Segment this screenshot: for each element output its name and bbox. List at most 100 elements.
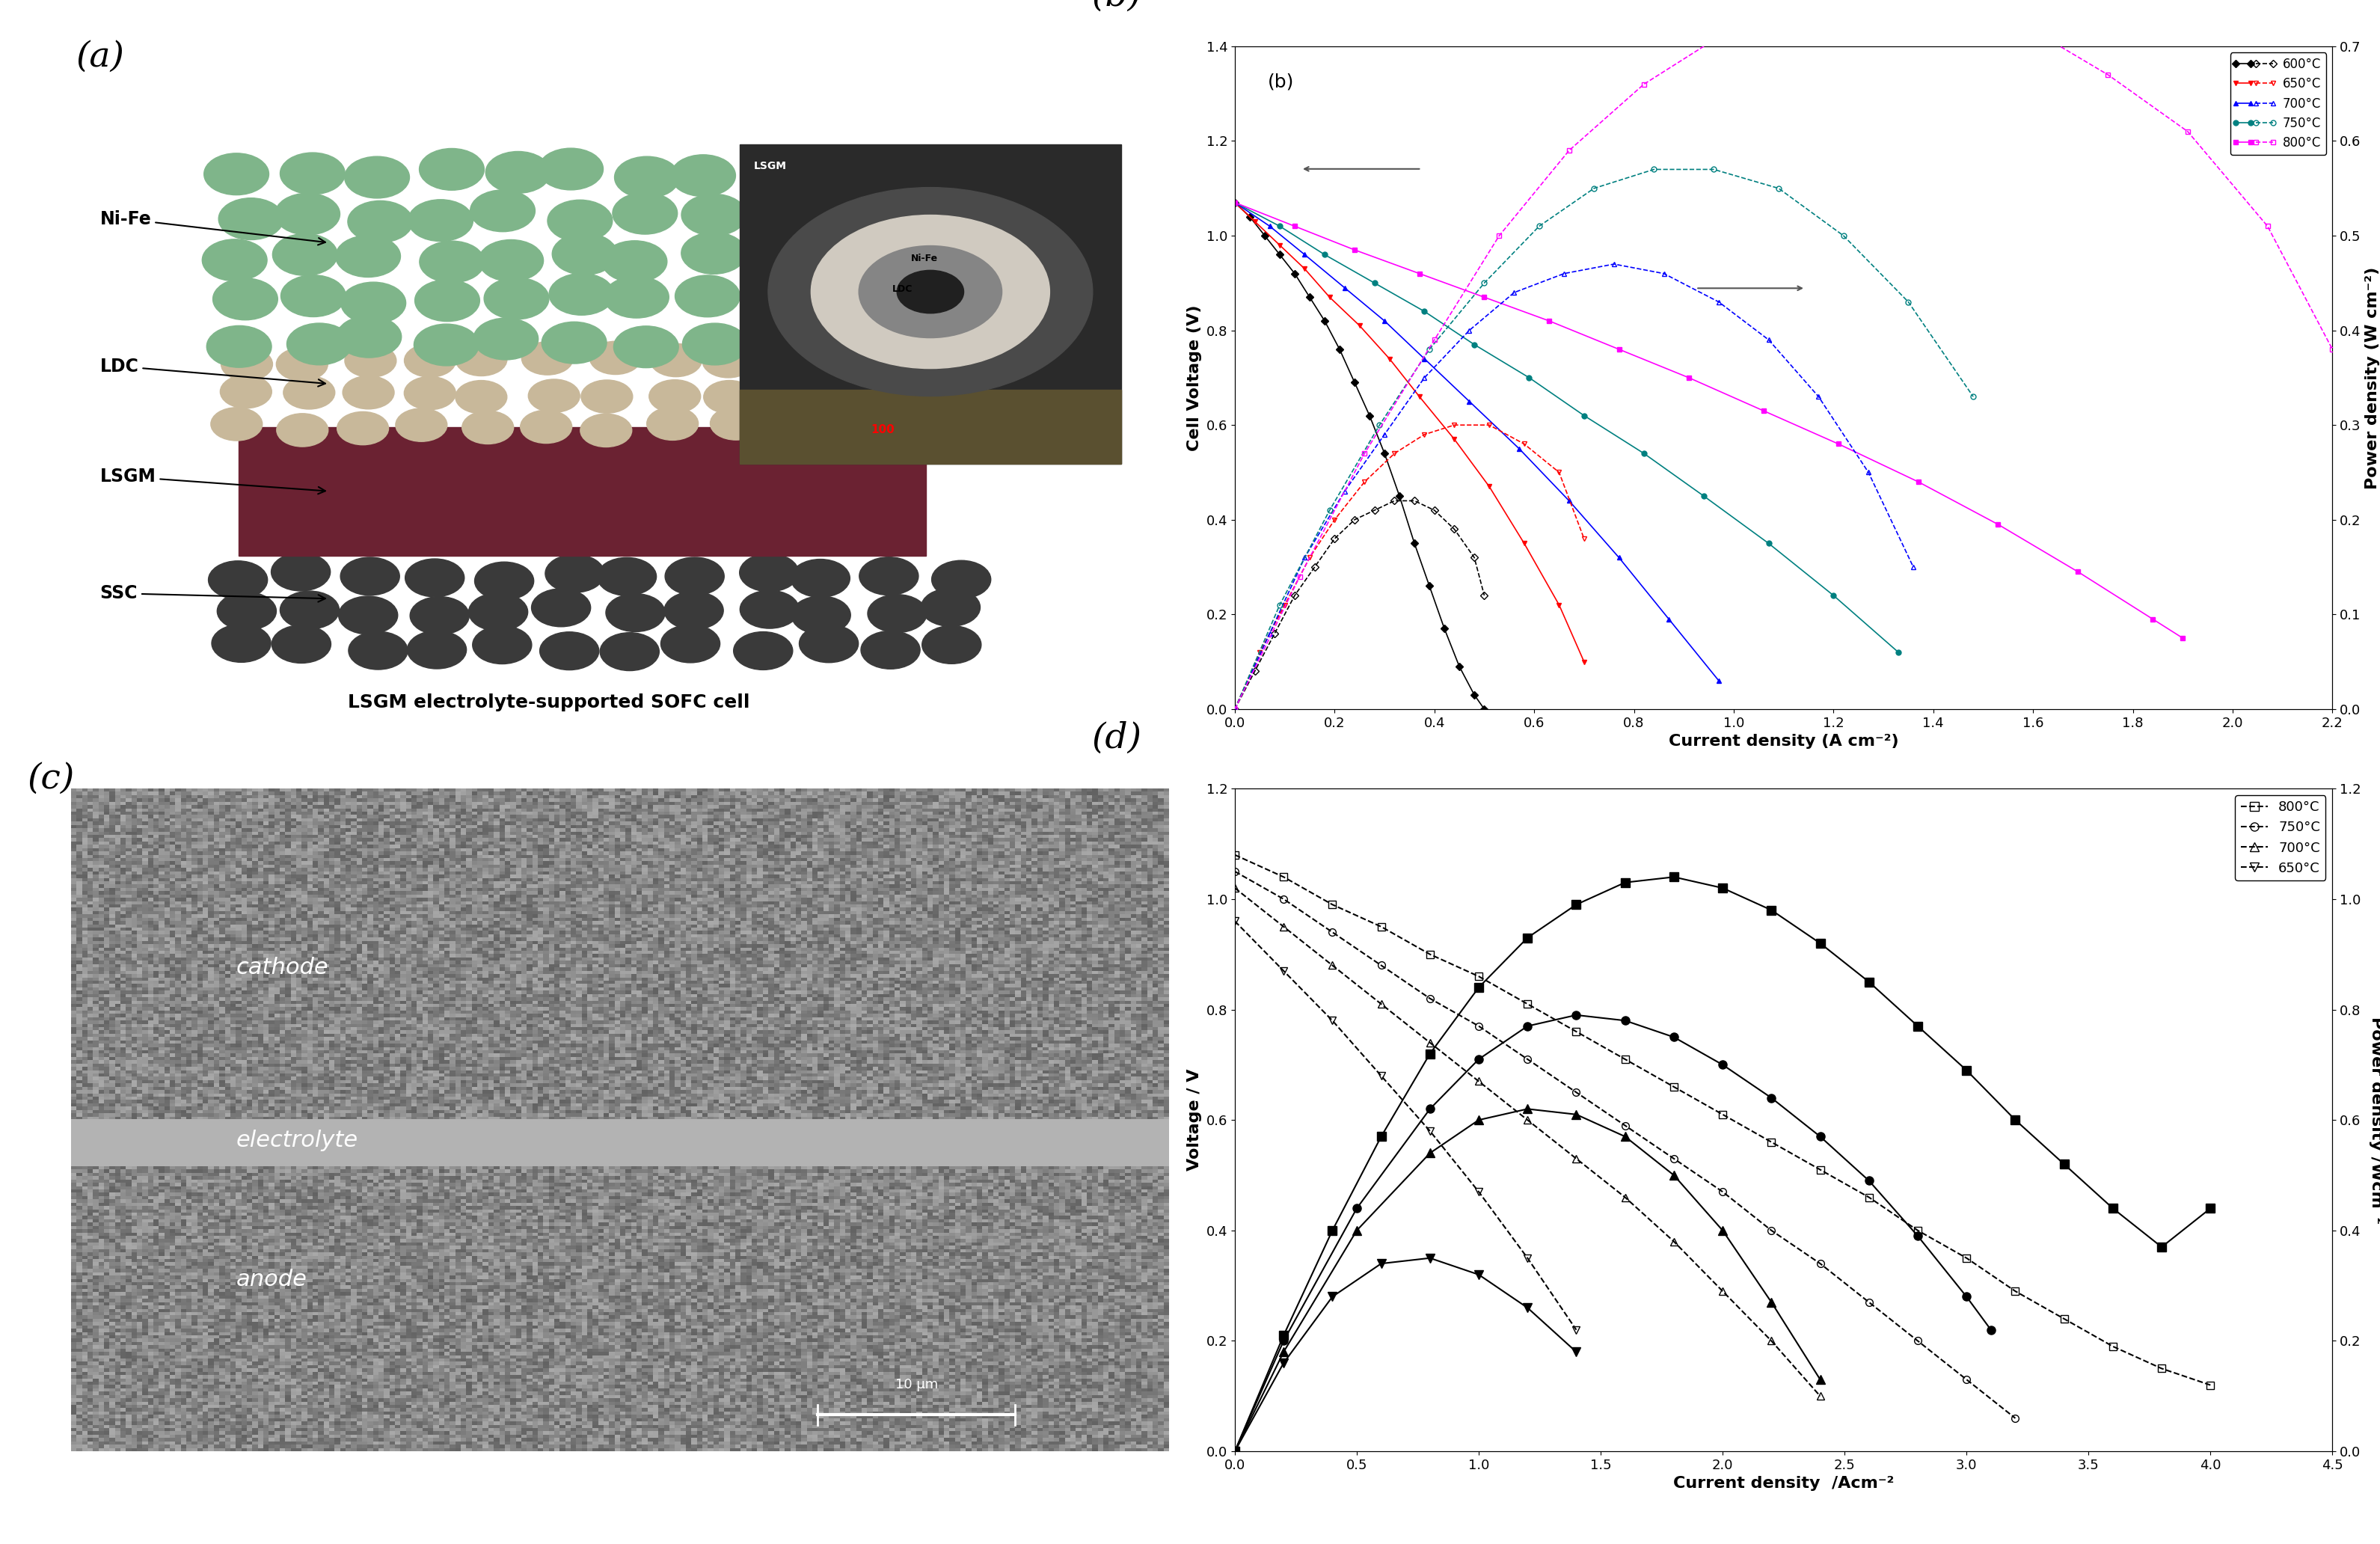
Circle shape: [345, 156, 409, 198]
Circle shape: [521, 411, 571, 443]
Circle shape: [702, 344, 754, 378]
Circle shape: [345, 344, 397, 377]
Circle shape: [550, 273, 614, 315]
Circle shape: [833, 378, 885, 412]
Legend: 600°C, 650°C, 700°C, 750°C, 800°C: 600°C, 650°C, 700°C, 750°C, 800°C: [2230, 52, 2325, 154]
Circle shape: [581, 414, 631, 448]
Circle shape: [405, 559, 464, 598]
Circle shape: [340, 283, 407, 324]
Circle shape: [859, 557, 919, 594]
Circle shape: [455, 380, 507, 414]
Circle shape: [474, 625, 531, 664]
Text: LSGM electrolyte-supported SOFC cell: LSGM electrolyte-supported SOFC cell: [347, 693, 750, 712]
Circle shape: [683, 323, 747, 364]
Circle shape: [793, 596, 850, 635]
Text: Ni-Fe: Ni-Fe: [100, 210, 326, 245]
Circle shape: [709, 406, 762, 440]
Circle shape: [419, 241, 486, 283]
Circle shape: [414, 279, 481, 321]
Circle shape: [771, 408, 823, 440]
Circle shape: [828, 343, 881, 375]
Circle shape: [869, 315, 935, 357]
Circle shape: [821, 190, 885, 232]
Circle shape: [931, 560, 990, 599]
Circle shape: [740, 590, 800, 628]
Circle shape: [740, 554, 800, 591]
Circle shape: [281, 275, 345, 317]
Circle shape: [762, 377, 812, 411]
Circle shape: [281, 591, 340, 628]
Circle shape: [895, 380, 947, 412]
Circle shape: [752, 235, 819, 276]
Text: LDC: LDC: [100, 357, 326, 386]
Circle shape: [885, 156, 950, 198]
Circle shape: [662, 625, 721, 662]
Circle shape: [531, 588, 590, 627]
Circle shape: [281, 153, 345, 195]
Text: (d): (d): [1092, 721, 1142, 755]
Text: cathode: cathode: [236, 957, 328, 979]
Circle shape: [681, 195, 747, 236]
X-axis label: Current density (A cm⁻²): Current density (A cm⁻²): [1668, 733, 1899, 749]
Circle shape: [462, 411, 514, 445]
Circle shape: [212, 624, 271, 662]
Circle shape: [650, 344, 702, 377]
Circle shape: [807, 284, 873, 326]
Text: (a): (a): [76, 40, 124, 74]
Circle shape: [276, 347, 328, 381]
Circle shape: [750, 195, 816, 236]
Circle shape: [602, 241, 666, 283]
Circle shape: [274, 233, 338, 275]
Text: SSC: SSC: [100, 584, 326, 602]
Circle shape: [271, 625, 331, 662]
Text: Ni-Fe: Ni-Fe: [912, 253, 938, 264]
Circle shape: [474, 318, 538, 360]
Circle shape: [823, 412, 876, 445]
Circle shape: [664, 591, 724, 630]
Circle shape: [600, 633, 659, 670]
Circle shape: [878, 273, 942, 315]
Circle shape: [790, 559, 850, 598]
Circle shape: [336, 235, 400, 278]
Circle shape: [419, 148, 483, 190]
Text: LDC: LDC: [892, 284, 912, 293]
Circle shape: [343, 375, 395, 409]
Y-axis label: Cell Voltage (V): Cell Voltage (V): [1188, 304, 1202, 451]
Circle shape: [607, 594, 664, 631]
Circle shape: [205, 153, 269, 195]
Circle shape: [271, 553, 331, 591]
Circle shape: [888, 406, 940, 440]
Text: 100: 100: [871, 425, 895, 435]
Circle shape: [276, 193, 340, 235]
Circle shape: [212, 278, 278, 320]
Circle shape: [650, 380, 700, 412]
Circle shape: [612, 193, 678, 235]
Circle shape: [217, 591, 276, 630]
Circle shape: [614, 156, 678, 198]
Circle shape: [336, 317, 402, 358]
Circle shape: [405, 377, 455, 409]
Circle shape: [862, 631, 921, 669]
Circle shape: [769, 187, 1092, 397]
Text: electrolyte: electrolyte: [236, 1129, 357, 1150]
Circle shape: [221, 347, 274, 381]
Circle shape: [209, 560, 267, 599]
Circle shape: [543, 321, 607, 363]
Circle shape: [597, 557, 657, 596]
Legend: 800°C, 750°C, 700°C, 650°C: 800°C, 750°C, 700°C, 650°C: [2235, 795, 2325, 880]
Circle shape: [407, 199, 474, 241]
Circle shape: [671, 154, 735, 196]
Circle shape: [347, 201, 412, 242]
Circle shape: [395, 409, 447, 442]
Circle shape: [888, 232, 952, 273]
Circle shape: [647, 408, 697, 440]
Circle shape: [521, 341, 574, 375]
Circle shape: [407, 631, 466, 669]
Circle shape: [471, 190, 536, 232]
Circle shape: [409, 596, 469, 635]
Bar: [740, 391, 1121, 463]
Circle shape: [807, 317, 871, 360]
Circle shape: [581, 380, 633, 414]
Y-axis label: Power density /Wcm⁻²: Power density /Wcm⁻²: [2368, 1016, 2380, 1224]
Circle shape: [921, 588, 981, 627]
